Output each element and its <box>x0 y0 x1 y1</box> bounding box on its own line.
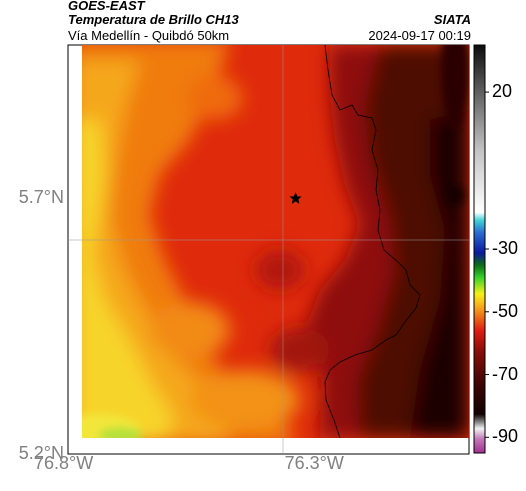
product-title: Temperatura de Brillo CH13 <box>68 12 239 27</box>
star-marker <box>289 192 302 204</box>
colorbar-tick-label: -90 <box>492 426 519 447</box>
agency-label: SIATA <box>433 12 471 27</box>
colorbar-tick-label: 20 <box>492 81 513 102</box>
coastline <box>324 45 421 438</box>
colorbar <box>473 44 486 454</box>
colorbar-tick-label: -70 <box>492 363 519 384</box>
colorbar-tick-label: -30 <box>492 238 519 258</box>
colorbar-tick-marks <box>485 91 489 438</box>
lon-tick-label: 76.8°W <box>34 453 94 473</box>
lat-tick-label: 5.7°N <box>18 187 64 208</box>
satellite-name: GOES-EAST <box>68 0 145 13</box>
region-label: Vía Medellín - Quibdó 50km <box>68 28 230 43</box>
gridlines <box>68 45 469 454</box>
lat-tick-label: 5.2°N <box>18 443 64 463</box>
timestamp-label: 2024-09-17 00:19 <box>368 28 471 43</box>
brightness-temperature-field <box>82 45 469 438</box>
lon-tick-label: 76.3°W <box>284 453 344 473</box>
colorbar-tick-label: -50 <box>492 300 519 321</box>
